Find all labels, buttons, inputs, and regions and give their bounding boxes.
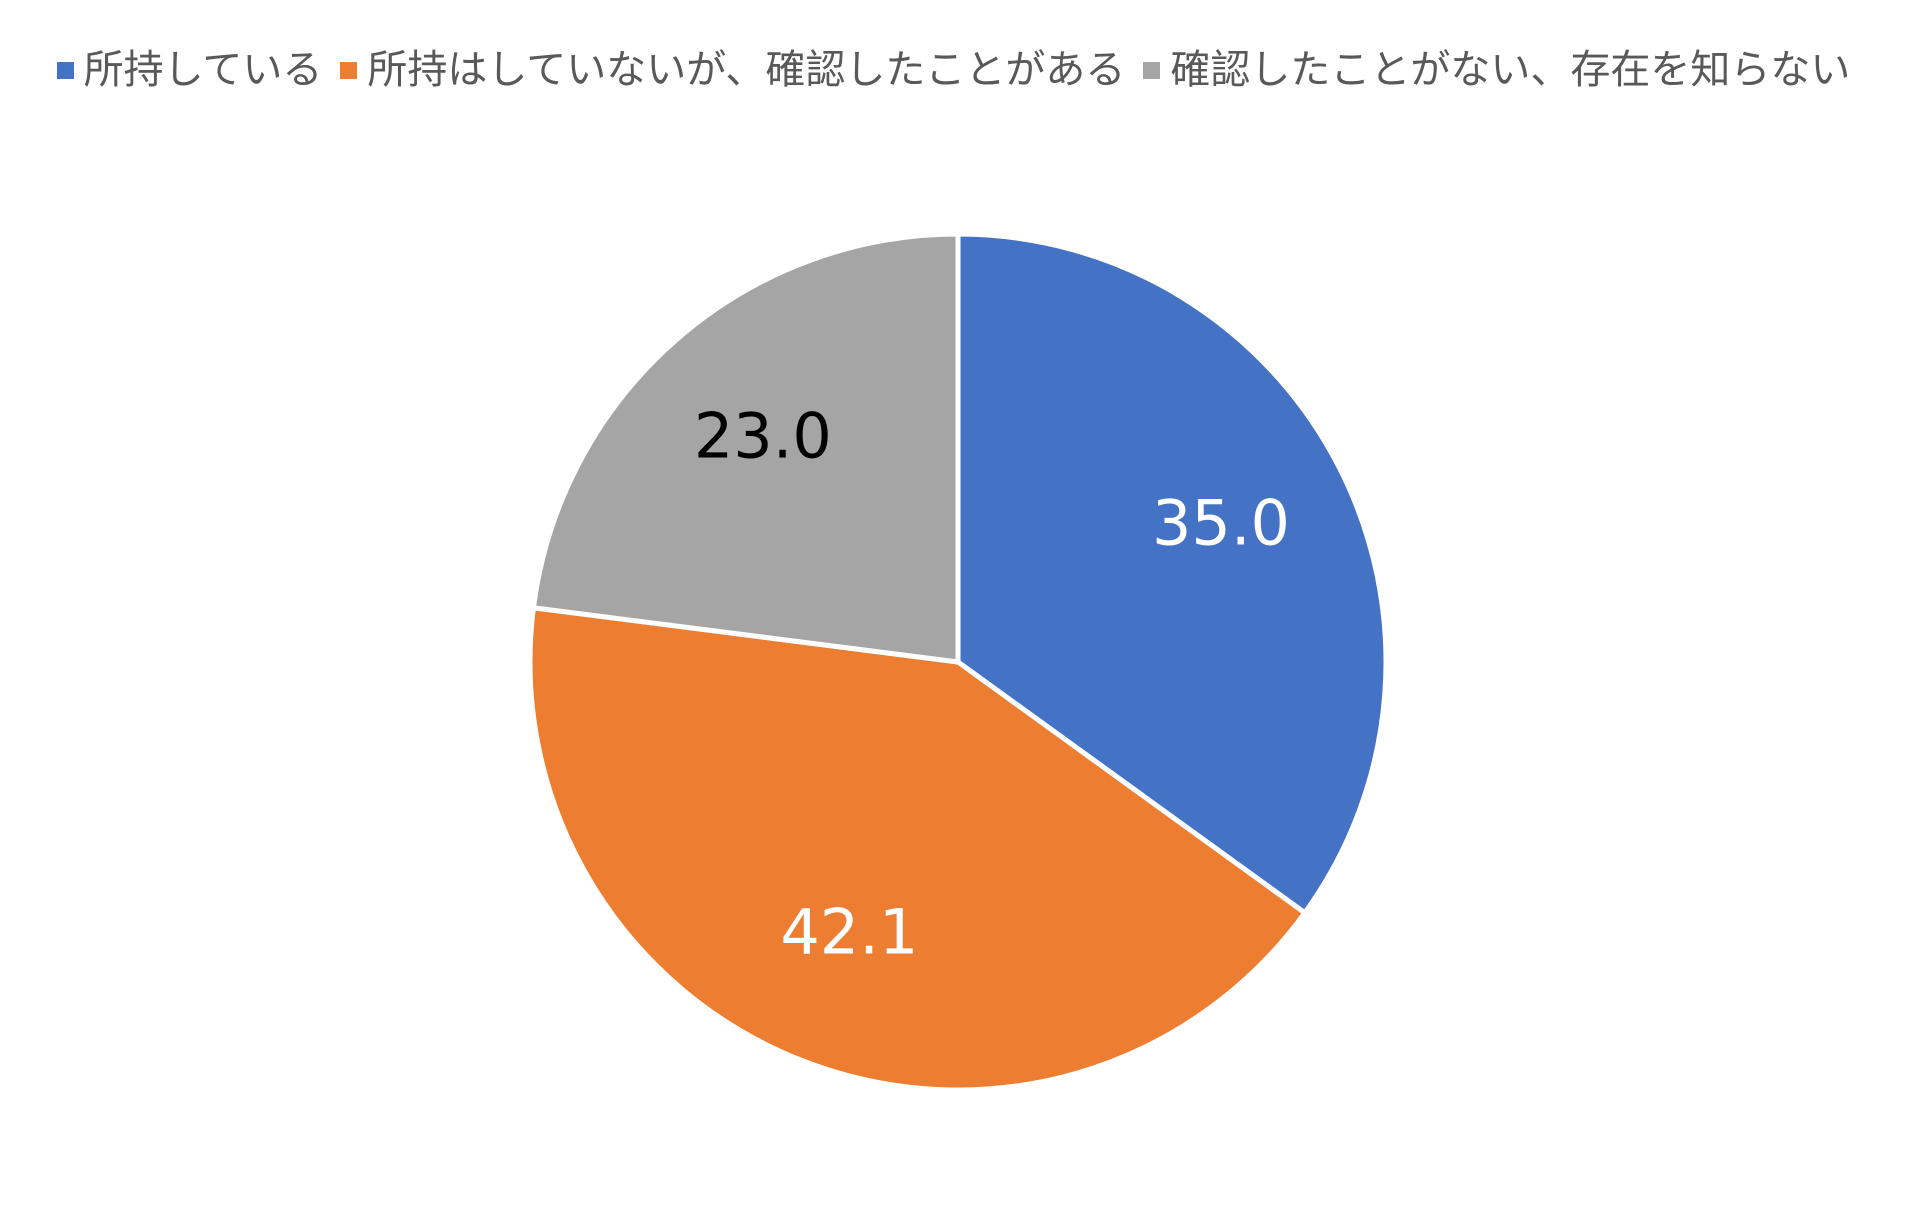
legend-label-seen: 所持はしていないが、確認したことがある bbox=[367, 47, 1126, 93]
data-label-seen: 42.1 bbox=[780, 896, 918, 969]
chart-legend: 所持している 所持はしていないが、確認したことがある 確認したことがない、存在を… bbox=[0, 42, 1907, 98]
legend-item-owned: 所持している bbox=[56, 42, 323, 98]
pie-slice-owned bbox=[955, 231, 1389, 916]
pie-slice-seen bbox=[527, 605, 1308, 1093]
pie-slices bbox=[527, 231, 1389, 1093]
legend-label-owned: 所持している bbox=[83, 47, 323, 93]
pie-slice-unknown bbox=[530, 231, 961, 665]
data-label-owned: 35.0 bbox=[1152, 487, 1290, 560]
legend-item-seen: 所持はしていないが、確認したことがある bbox=[340, 42, 1125, 98]
legend-swatch-unknown bbox=[1143, 61, 1161, 79]
legend-swatch-seen bbox=[340, 61, 358, 79]
legend-item-unknown: 確認したことがない、存在を知らない bbox=[1143, 42, 1850, 98]
data-label-unknown: 23.0 bbox=[694, 399, 832, 472]
legend-label-unknown: 確認したことがない、存在を知らない bbox=[1170, 47, 1851, 93]
pie-data-labels: 35.0 42.1 23.0 bbox=[694, 399, 1290, 968]
legend-swatch-owned bbox=[56, 61, 74, 79]
